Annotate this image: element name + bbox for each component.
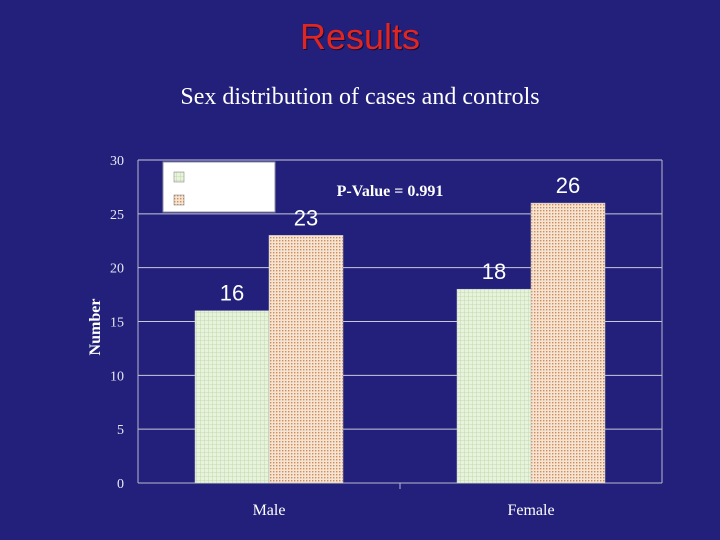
x-tick-label-female: Female <box>507 502 554 519</box>
data-label-cases-female: 18 <box>482 259 506 284</box>
y-axis-title: Number <box>87 299 104 356</box>
x-tick-label-male: Male <box>253 502 286 519</box>
bars <box>194 202 606 484</box>
y-tick-label-5: 5 <box>117 423 124 438</box>
y-tick-label-15: 15 <box>110 316 124 331</box>
bar-cases-female <box>456 288 532 484</box>
chart-subtitle: Sex distribution of cases and controls <box>180 84 540 110</box>
y-tick-label-20: 20 <box>110 262 124 277</box>
legend-label-cases: Cases <box>192 168 232 187</box>
chart-legend: Cases Controls <box>162 161 276 213</box>
data-label-controls-female: 26 <box>556 173 580 198</box>
legend-label-controls: Controls <box>192 190 251 209</box>
data-label-cases-male: 16 <box>220 281 244 306</box>
data-labels: 16 23 18 26 <box>220 173 580 306</box>
legend-swatch-controls <box>173 194 185 206</box>
slide-title: Results <box>299 16 421 57</box>
x-axis-ticks: Male Female <box>253 483 555 519</box>
bar-controls-male <box>268 235 344 484</box>
bar-controls-female <box>530 202 606 484</box>
data-label-controls-male: 23 <box>294 205 318 230</box>
bar-cases-male <box>194 310 270 484</box>
y-tick-label-30: 30 <box>110 154 124 169</box>
y-axis-ticks: 0 5 10 15 20 25 30 <box>110 154 124 492</box>
y-tick-label-0: 0 <box>117 477 124 492</box>
y-tick-label-10: 10 <box>110 369 124 384</box>
y-tick-label-25: 25 <box>110 208 124 223</box>
legend-swatch-cases <box>173 171 185 183</box>
p-value-annotation: P-Value = 0.991 <box>337 183 444 200</box>
